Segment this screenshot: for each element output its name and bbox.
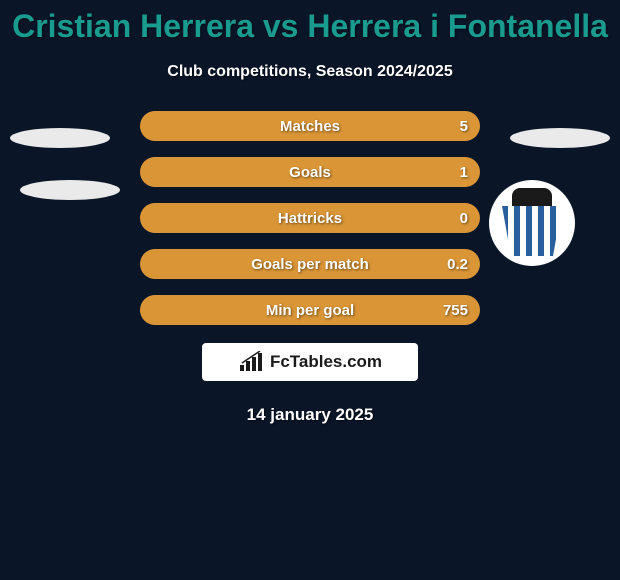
stat-row: Hattricks 0 — [0, 203, 620, 233]
page-title: Cristian Herrera vs Herrera i Fontanella — [0, 0, 620, 45]
stat-row: Goals per match 0.2 — [0, 249, 620, 279]
stat-row: Matches 5 — [0, 111, 620, 141]
stats-container: Matches 5 Goals 1 Hattricks 0 Goals per … — [0, 111, 620, 325]
stat-bar-goals: Goals 1 — [140, 157, 480, 187]
chart-icon — [238, 351, 264, 373]
stat-label: Goals — [289, 164, 331, 181]
stat-label: Hattricks — [278, 210, 342, 227]
brand-badge: FcTables.com — [202, 343, 418, 381]
stat-bar-hattricks: Hattricks 0 — [140, 203, 480, 233]
stat-bar-goals-per-match: Goals per match 0.2 — [140, 249, 480, 279]
stat-bar-matches: Matches 5 — [140, 111, 480, 141]
stat-value: 0 — [460, 210, 468, 227]
stat-bar-min-per-goal: Min per goal 755 — [140, 295, 480, 325]
stat-value: 5 — [460, 118, 468, 135]
stat-value: 0.2 — [447, 256, 468, 273]
stat-label: Matches — [280, 118, 340, 135]
footer-date: 14 january 2025 — [0, 405, 620, 425]
stat-row: Goals 1 — [0, 157, 620, 187]
stat-label: Min per goal — [266, 302, 354, 319]
page-subtitle: Club competitions, Season 2024/2025 — [0, 63, 620, 81]
stat-row: Min per goal 755 — [0, 295, 620, 325]
brand-text: FcTables.com — [270, 352, 382, 372]
stat-value: 1 — [460, 164, 468, 181]
stat-value: 755 — [443, 302, 468, 319]
stat-label: Goals per match — [251, 256, 369, 273]
